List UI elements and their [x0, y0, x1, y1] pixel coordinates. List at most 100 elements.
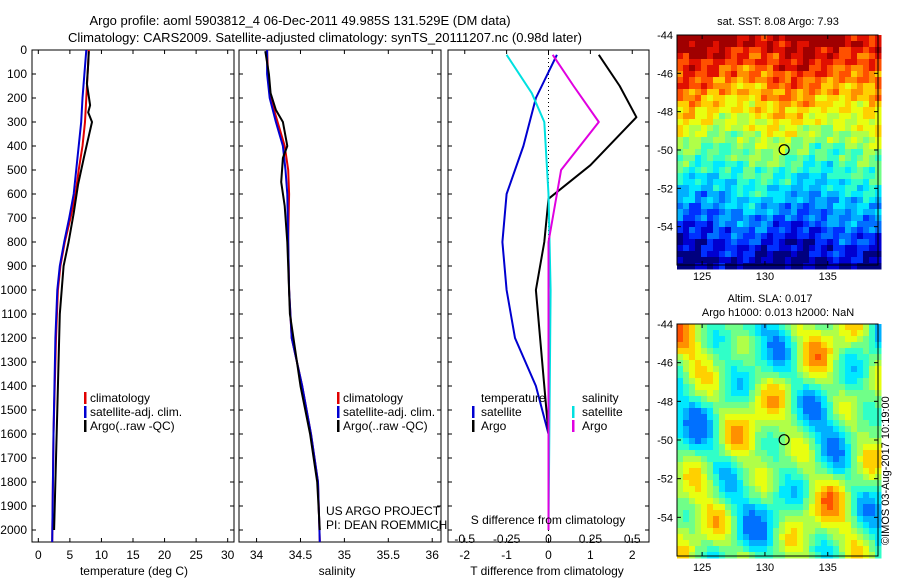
depth-tick-label: 1700: [0, 451, 27, 465]
x-tick-label: 25: [189, 548, 203, 562]
s-tick-label: 0.5: [624, 532, 641, 546]
series-temperature-argo: [534, 54, 638, 530]
lat-tick-label: -54: [657, 512, 673, 524]
lat-tick-label: -44: [657, 30, 673, 42]
x-tick-label: 2: [629, 548, 636, 562]
argo-location-marker: [778, 144, 790, 156]
sla-map-panel: Altim. SLA: 0.017 Argo h1000: 0.013 h200…: [657, 293, 882, 574]
lat-tick-label: -52: [657, 183, 673, 195]
temperature-plot: 0100200300400500600700800900100011001200…: [0, 43, 234, 562]
depth-tick-label: 1400: [0, 379, 27, 393]
salinity-xlabel: salinity: [319, 564, 356, 578]
series-argo-raw-qc: [264, 51, 321, 531]
lon-tick-label: 130: [756, 562, 774, 574]
depth-tick-label: 700: [7, 211, 27, 225]
sla-map: -44 -46 -48 -50 -52 -54 125 130 135: [657, 319, 882, 574]
temperature-xlabel: temperature (deg C): [80, 564, 188, 578]
project-annotation-line1: US ARGO PROJECT: [326, 504, 441, 518]
salinity-plot: 34 34.5 35 35.5 36: [238, 49, 442, 562]
series-salinity-argo: [547, 54, 600, 530]
x-tick-label: 10: [95, 548, 109, 562]
depth-tick-label: 2000: [0, 523, 27, 537]
temperature-legend: climatology satellite-adj. clim. Argo(..…: [84, 391, 182, 433]
plot-frame: [238, 49, 442, 543]
depth-tick-label: 300: [7, 115, 27, 129]
legend-label-argo: Argo(..raw -QC): [343, 419, 428, 433]
legend-label-sal-satellite: satellite: [582, 405, 623, 419]
lon-tick-label: 125: [693, 562, 711, 574]
lat-tick-label: -48: [657, 107, 673, 119]
depth-tick-label: 800: [7, 235, 27, 249]
legend-label-temp-argo: Argo: [481, 419, 507, 433]
salinity-panel: 34 34.5 35 35.5 36 salinity climatology sate…: [238, 49, 447, 578]
legend-swatch-climatology: [84, 392, 87, 404]
lat-tick-label: -48: [657, 396, 673, 408]
legend-swatch-temp-argo: [472, 420, 475, 432]
legend-swatch-sal-argo: [572, 420, 575, 432]
figure-title-line2: Climatology: CARS2009. Satellite-adjuste…: [68, 30, 582, 45]
lon-tick-label: 125: [693, 271, 711, 283]
legend-swatch-climatology: [337, 392, 340, 404]
lon-tick-label: 130: [756, 271, 774, 283]
x-tick-label: 0: [35, 548, 42, 562]
lon-tick-label: 135: [819, 562, 837, 574]
legend-label-satellite-clim: satellite-adj. clim.: [90, 405, 182, 419]
depth-tick-label: 1500: [0, 403, 27, 417]
depth-tick-label: 200: [7, 91, 27, 105]
legend-label-climatology: climatology: [90, 391, 150, 405]
x-tick-label: 35.5: [377, 548, 401, 562]
lat-tick-label: -46: [657, 68, 673, 80]
depth-tick-label: 100: [7, 67, 27, 81]
depth-tick-label: 600: [7, 187, 27, 201]
x-tick-label: 35: [338, 548, 352, 562]
x-tick-label: 30: [221, 548, 235, 562]
x-tick-label: -1: [501, 548, 512, 562]
series-satellite-adj-clim: [266, 50, 321, 543]
depth-tick-label: 1800: [0, 475, 27, 489]
legend-swatch-temp-satellite: [472, 406, 475, 418]
legend-title-salinity: salinity: [582, 391, 619, 405]
legend-swatch-argo: [337, 420, 340, 432]
legend-label-satellite-clim: satellite-adj. clim.: [343, 405, 435, 419]
lon-tick-label: 135: [819, 271, 837, 283]
sla-map-title-line2: Argo h1000: 0.013 h2000: NaN: [702, 307, 854, 319]
argo-location-marker: [778, 434, 790, 446]
plot-frame: [31, 49, 235, 543]
s-tick-label: -0.25: [493, 532, 521, 546]
series-salinity-satellite: [505, 54, 552, 531]
imos-credit: ©IMOS 03-Aug-2017 10:19:00: [880, 396, 892, 545]
sst-map-title: sat. SST: 8.08 Argo: 7.93: [717, 16, 839, 28]
difference-legend: temperature satellite Argo salinity sate…: [472, 391, 623, 433]
depth-tick-label: 0: [20, 43, 27, 57]
figure-title-line1: Argo profile: aoml 5903812_4 06-Dec-2011…: [89, 13, 510, 28]
x-tick-label: -2: [459, 548, 470, 562]
s-tick-label: -0.5: [454, 532, 475, 546]
legend-label-climatology: climatology: [343, 391, 403, 405]
series-satellite-adj-clim: [51, 49, 88, 543]
depth-tick-label: 1900: [0, 499, 27, 513]
lat-tick-label: -46: [657, 358, 673, 370]
s-difference-xlabel: S difference from climatology: [471, 513, 626, 527]
temperature-panel: 0100200300400500600700800900100011001200…: [0, 43, 234, 578]
lat-tick-label: -50: [657, 145, 673, 157]
sst-map: -44 -46 -48 -50 -52 -54 125 130 135: [657, 30, 882, 283]
depth-tick-label: 400: [7, 139, 27, 153]
depth-tick-label: 1300: [0, 355, 27, 369]
sst-field: [677, 35, 882, 270]
lat-tick-label: -52: [657, 474, 673, 486]
depth-tick-label: 1200: [0, 331, 27, 345]
x-tick-label: 36: [426, 548, 440, 562]
lat-tick-label: -44: [657, 319, 673, 331]
x-tick-label: 1: [587, 548, 594, 562]
legend-label-sal-argo: Argo: [582, 419, 608, 433]
depth-tick-label: 500: [7, 163, 27, 177]
x-tick-label: 34: [250, 548, 264, 562]
x-tick-label: 34.5: [289, 548, 313, 562]
sla-map-title-line1: Altim. SLA: 0.017: [728, 293, 813, 305]
legend-swatch-argo: [84, 420, 87, 432]
depth-tick-label: 1100: [1, 307, 27, 321]
depth-tick-label: 1000: [0, 283, 27, 297]
